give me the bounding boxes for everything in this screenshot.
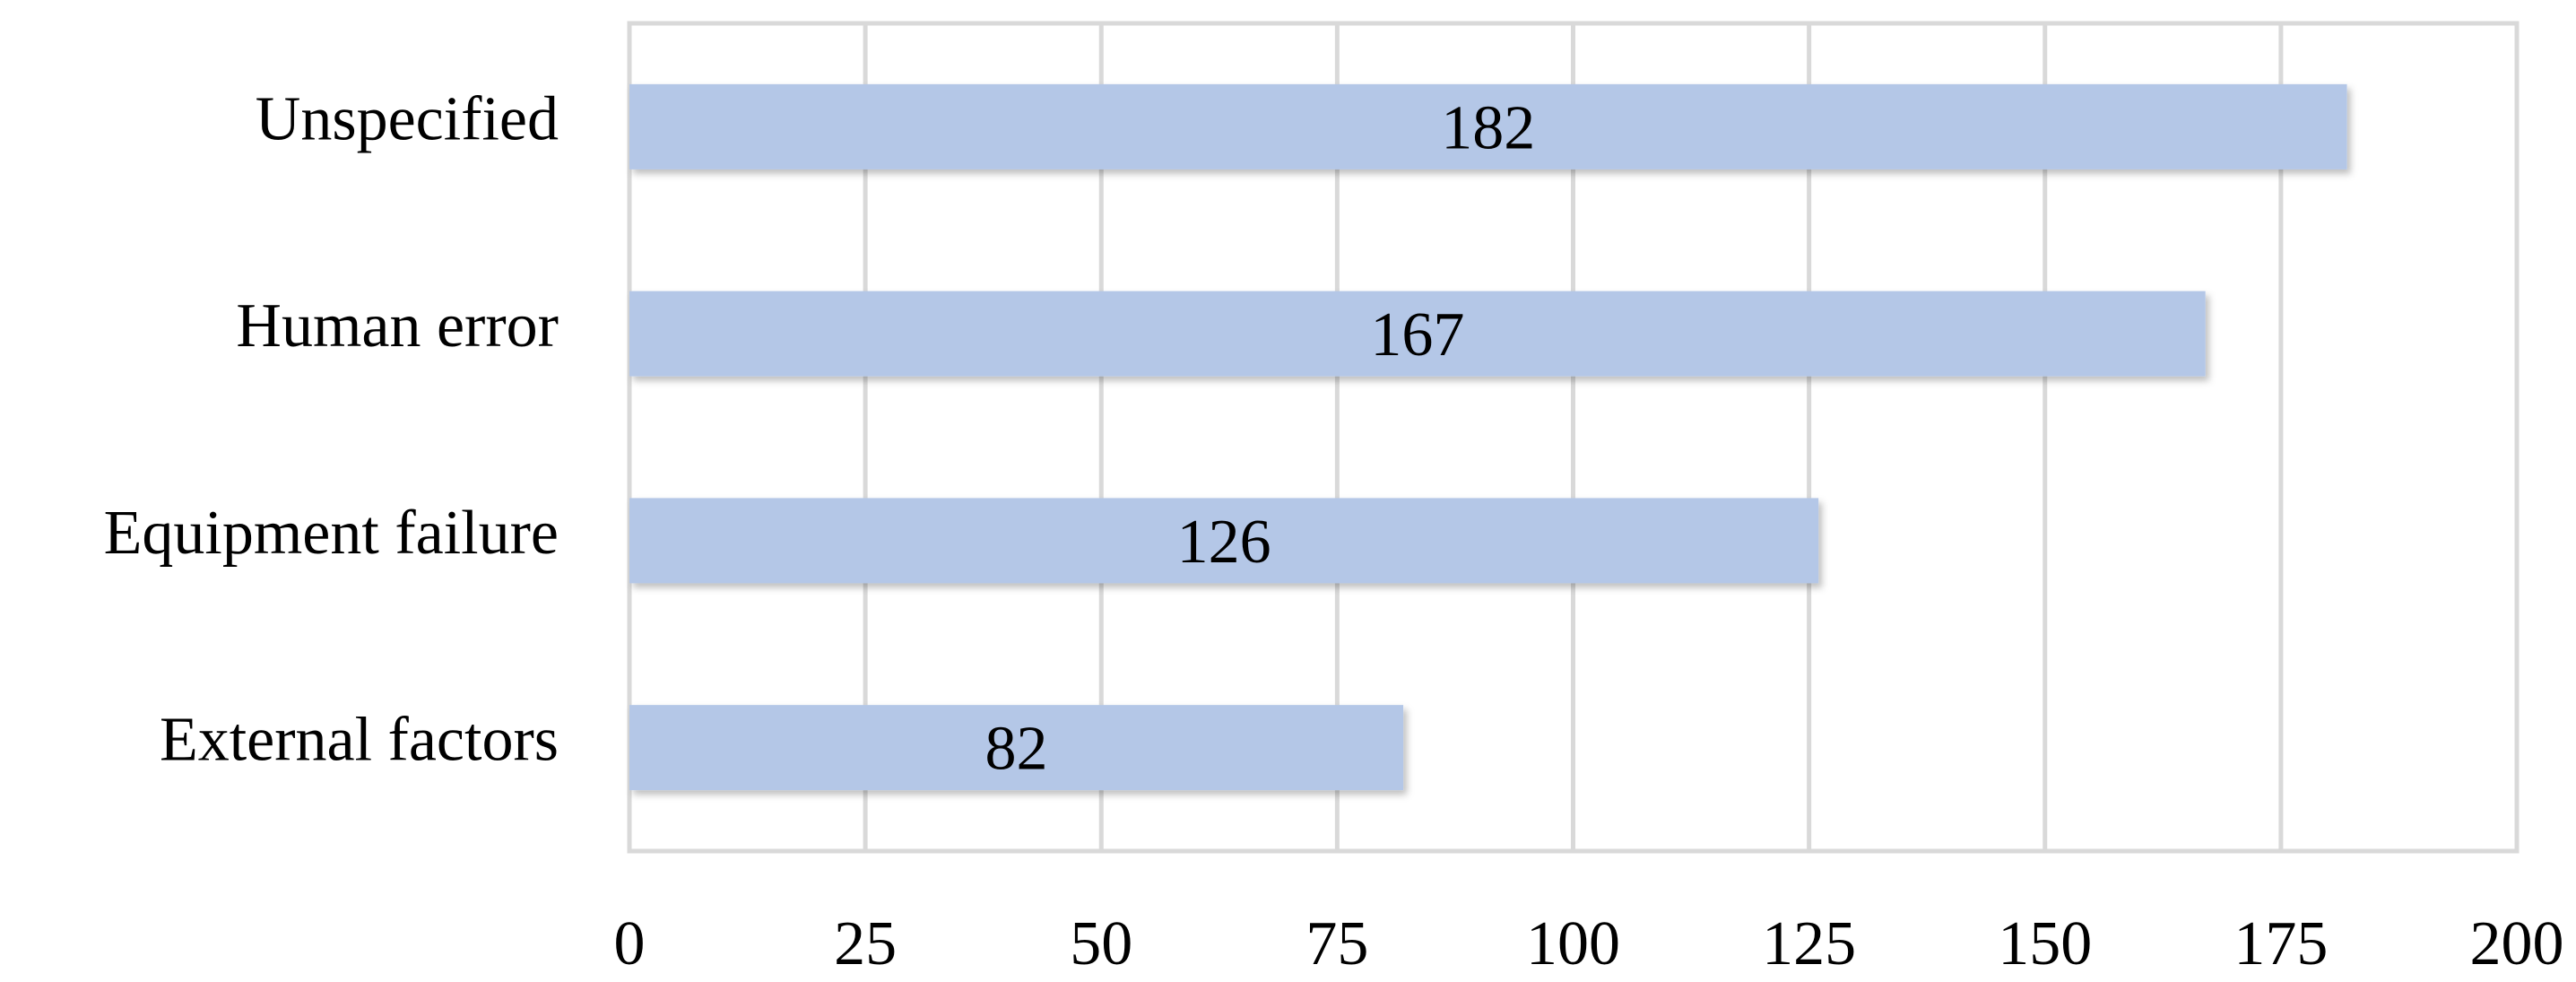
x-tick-label: 25 (834, 909, 897, 978)
y-tick-label: Equipment failure (104, 499, 559, 568)
x-tick-label: 200 (2470, 909, 2564, 978)
x-tick-label: 50 (1070, 909, 1132, 978)
x-tick-label: 125 (1762, 909, 1856, 978)
data-label: 126 (1177, 508, 1271, 577)
y-tick-label: External factors (160, 706, 559, 775)
x-tick-label: 150 (1998, 909, 2092, 978)
bar (629, 498, 1819, 584)
data-label: 82 (985, 715, 1048, 784)
bar (629, 705, 1404, 791)
x-tick-label: 75 (1305, 909, 1368, 978)
bar (629, 291, 2206, 377)
data-label: 182 (1441, 93, 1535, 162)
x-tick-label: 100 (1526, 909, 1620, 978)
y-tick-label: Unspecified (256, 84, 559, 153)
y-tick-label: Human error (236, 291, 559, 361)
bar (629, 83, 2347, 169)
x-tick-label: 0 (614, 909, 646, 978)
x-tick-label: 175 (2233, 909, 2328, 978)
data-label: 167 (1370, 300, 1464, 369)
plot-frame (627, 21, 2520, 854)
